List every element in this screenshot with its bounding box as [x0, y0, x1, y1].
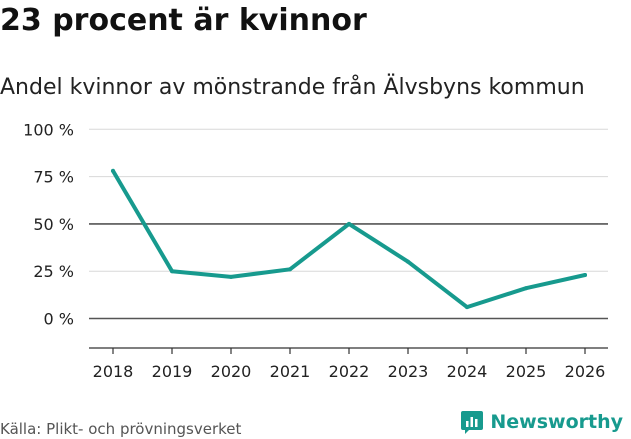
x-tick-label: 2022 [329, 362, 370, 381]
data-point [170, 269, 174, 274]
y-tick-label: 50 % [33, 215, 74, 234]
source-note: Källa: Plikt- och prövningsverket [0, 420, 242, 438]
x-tick-label: 2020 [211, 362, 252, 381]
page-title: 23 procent är kvinnor [0, 3, 367, 38]
chart-subtitle: Andel kvinnor av mönstrande från Älvsbyn… [0, 75, 585, 100]
data-point [465, 305, 469, 310]
y-tick-label: 100 % [23, 120, 74, 139]
data-point [583, 272, 587, 277]
x-tick-label: 2026 [565, 362, 606, 381]
x-tick-label: 2021 [270, 362, 311, 381]
x-tick-label: 2024 [447, 362, 488, 381]
brand-name: Newsworthy [490, 411, 623, 433]
brand-logo[interactable]: Newsworthy [460, 410, 623, 434]
series-line-0 [111, 168, 587, 310]
y-tick-label: 75 % [33, 168, 74, 187]
data-point [406, 259, 410, 264]
data-point [288, 267, 292, 272]
x-tick-label: 2018 [93, 362, 134, 381]
data-point [229, 274, 233, 279]
series-group [111, 168, 587, 310]
newsworthy-logo-icon [461, 411, 484, 434]
y-axis: 0 % 25 % 50 % 75 % 100 % [23, 120, 74, 328]
x-tick-label: 2023 [388, 362, 429, 381]
data-point [524, 286, 528, 291]
data-point [111, 168, 115, 173]
y-tick-label: 0 % [44, 310, 74, 329]
x-tick-label: 2025 [506, 362, 547, 381]
data-point [347, 221, 351, 226]
x-tick-label: 2019 [152, 362, 193, 381]
x-axis: 2018 2019 2020 2021 2022 2023 2024 2025 2026 [89, 347, 608, 381]
y-tick-label: 25 % [33, 262, 74, 281]
